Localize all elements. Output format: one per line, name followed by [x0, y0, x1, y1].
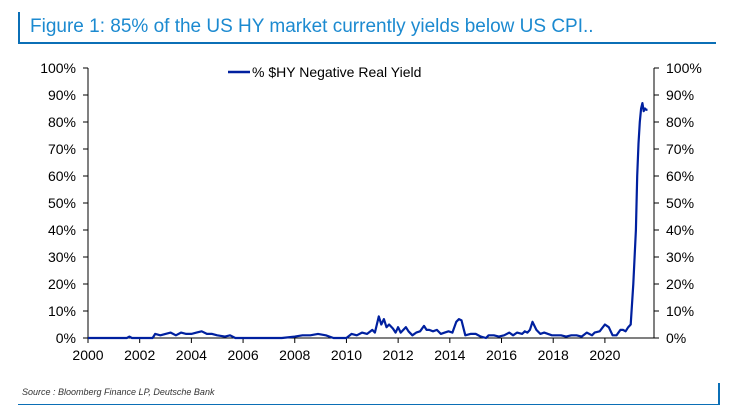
- x-tick-label: 2010: [331, 347, 362, 363]
- y-tick-label-left: 10%: [48, 303, 76, 319]
- y-tick-label-right: 60%: [666, 168, 694, 184]
- y-tick-label-left: 0%: [56, 330, 76, 346]
- y-tick-label-right: 30%: [666, 249, 694, 265]
- y-tick-label-left: 70%: [48, 141, 76, 157]
- title-divider: [18, 42, 716, 44]
- x-tick-label: 2014: [434, 347, 465, 363]
- line-chart: 0% 0% 10% 10% 20% 20% 30% 30% 40% 40% 50% 50% 60% 60%…: [40, 60, 702, 363]
- y-tick-label-right: 90%: [666, 87, 694, 103]
- footer-corner-mark: [718, 383, 720, 405]
- y-tick-label-left: 60%: [48, 168, 76, 184]
- y-tick-label-left: 80%: [48, 114, 76, 130]
- chart-legend: % $HY Negative Real Yield: [228, 64, 421, 80]
- x-tick-label: 2002: [124, 347, 155, 363]
- x-tick-label: 2000: [72, 347, 103, 363]
- y-tick-label-left: 90%: [48, 87, 76, 103]
- x-tick-label: 2018: [538, 347, 569, 363]
- chart-axes: 0% 0% 10% 10% 20% 20% 30% 30% 40% 40% 50% 50% 60% 60%…: [40, 60, 702, 363]
- x-tick-label: 2012: [383, 347, 414, 363]
- figure-title: Figure 1: 85% of the US HY market curren…: [18, 12, 716, 42]
- y-tick-label-right: 20%: [666, 276, 694, 292]
- y-tick-label-right: 10%: [666, 303, 694, 319]
- chart-series: [88, 101, 648, 340]
- series-line: [88, 101, 648, 340]
- y-tick-label-left: 30%: [48, 249, 76, 265]
- x-tick-label: 2020: [589, 347, 620, 363]
- source-note: Source : Bloomberg Finance LP, Deutsche …: [22, 387, 215, 397]
- footer-divider: [18, 404, 720, 405]
- x-tick-label: 2016: [486, 347, 517, 363]
- x-tick-label: 2008: [279, 347, 310, 363]
- y-tick-label-left: 20%: [48, 276, 76, 292]
- y-tick-label-right: 40%: [666, 222, 694, 238]
- y-tick-label-right: 100%: [666, 60, 702, 76]
- y-tick-label-right: 0%: [666, 330, 686, 346]
- y-tick-label-right: 70%: [666, 141, 694, 157]
- x-tick-label: 2006: [227, 347, 258, 363]
- y-tick-label-left: 100%: [40, 60, 76, 76]
- y-tick-label-right: 50%: [666, 195, 694, 211]
- y-tick-label-right: 80%: [666, 114, 694, 130]
- legend-label: % $HY Negative Real Yield: [252, 64, 421, 80]
- x-tick-label: 2004: [176, 347, 207, 363]
- y-tick-label-left: 50%: [48, 195, 76, 211]
- y-tick-label-left: 40%: [48, 222, 76, 238]
